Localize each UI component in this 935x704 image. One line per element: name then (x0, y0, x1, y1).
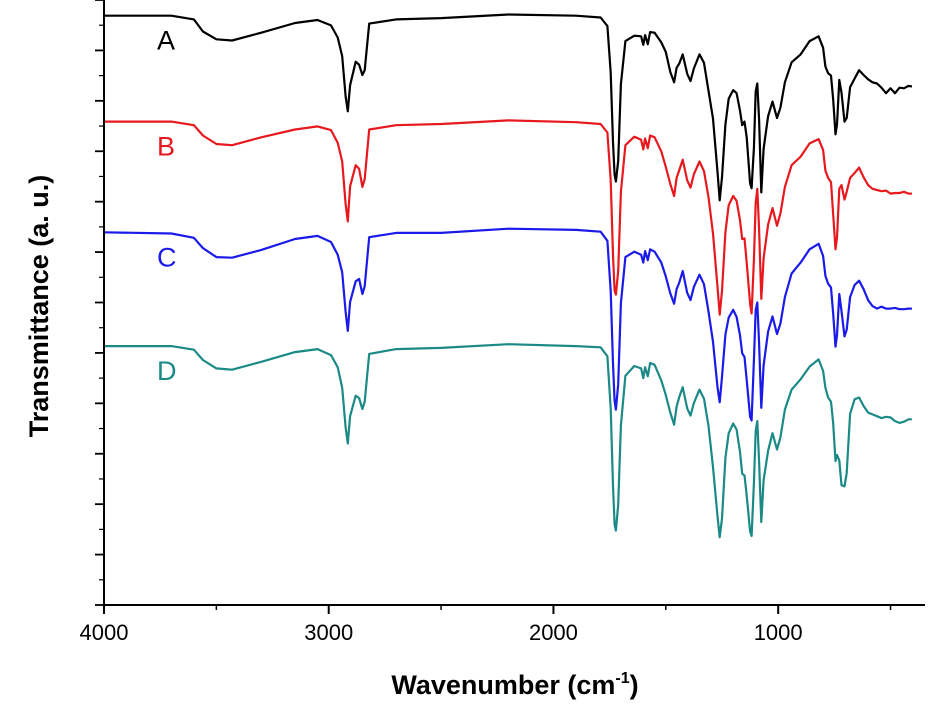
series-line-d (104, 343, 912, 539)
x-axis-title: Wavenumber (cm-1) (391, 670, 638, 700)
y-axis-title: Transmittance (a. u.) (24, 175, 54, 438)
ticks-layer: 4000 3000 2000 1000 (80, 0, 892, 645)
x-tick-label: 1000 (754, 620, 803, 645)
series-layer (103, 13, 913, 539)
series-line-b (104, 119, 912, 316)
axes-layer (103, 0, 925, 606)
x-tick-label: 3000 (304, 620, 353, 645)
series-label-b: B (157, 132, 175, 162)
series-label-a: A (157, 26, 175, 56)
series-label-d: D (157, 356, 177, 386)
series-line-c (103, 227, 912, 422)
x-tick-label: 4000 (80, 620, 129, 645)
series-label-c: C (157, 242, 177, 272)
x-tick-label: 2000 (529, 620, 578, 645)
series-labels-layer: A B C D (157, 26, 177, 386)
series-line-a (104, 13, 913, 202)
